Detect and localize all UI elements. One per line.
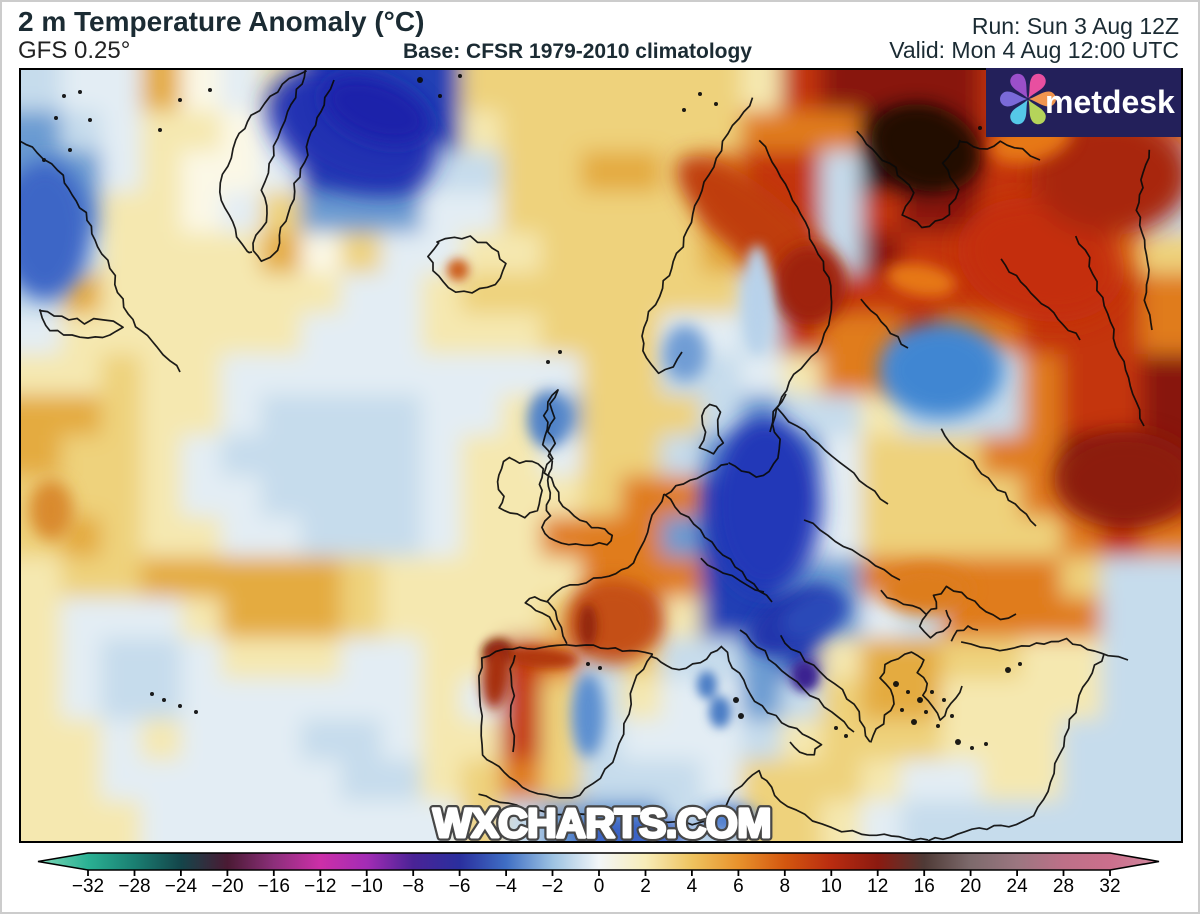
svg-text:16: 16 (914, 876, 935, 897)
svg-text:WXCHARTS.COM: WXCHARTS.COM (433, 800, 771, 846)
svg-text:28: 28 (1053, 876, 1074, 897)
svg-text:−12: −12 (304, 876, 336, 897)
svg-text:12: 12 (867, 876, 888, 897)
svg-text:−16: −16 (258, 876, 290, 897)
svg-text:−10: −10 (351, 876, 383, 897)
svg-text:−8: −8 (402, 876, 424, 897)
svg-text:6: 6 (733, 876, 744, 897)
svg-text:−28: −28 (118, 876, 150, 897)
svg-text:metdesk: metdesk (1045, 84, 1175, 120)
svg-text:8: 8 (780, 876, 791, 897)
svg-text:−4: −4 (495, 876, 517, 897)
svg-text:2: 2 (640, 876, 651, 897)
svg-text:10: 10 (821, 876, 842, 897)
svg-text:−6: −6 (449, 876, 471, 897)
svg-text:24: 24 (1007, 876, 1029, 897)
svg-text:0: 0 (594, 876, 605, 897)
svg-text:−32: −32 (72, 876, 104, 897)
svg-text:20: 20 (960, 876, 981, 897)
svg-text:WXCHARTS.COM: WXCHARTS.COM (433, 800, 771, 846)
svg-text:32: 32 (1099, 876, 1120, 897)
svg-text:−24: −24 (165, 876, 198, 897)
svg-text:−20: −20 (211, 876, 243, 897)
svg-text:4: 4 (687, 876, 698, 897)
svg-text:−2: −2 (542, 876, 564, 897)
